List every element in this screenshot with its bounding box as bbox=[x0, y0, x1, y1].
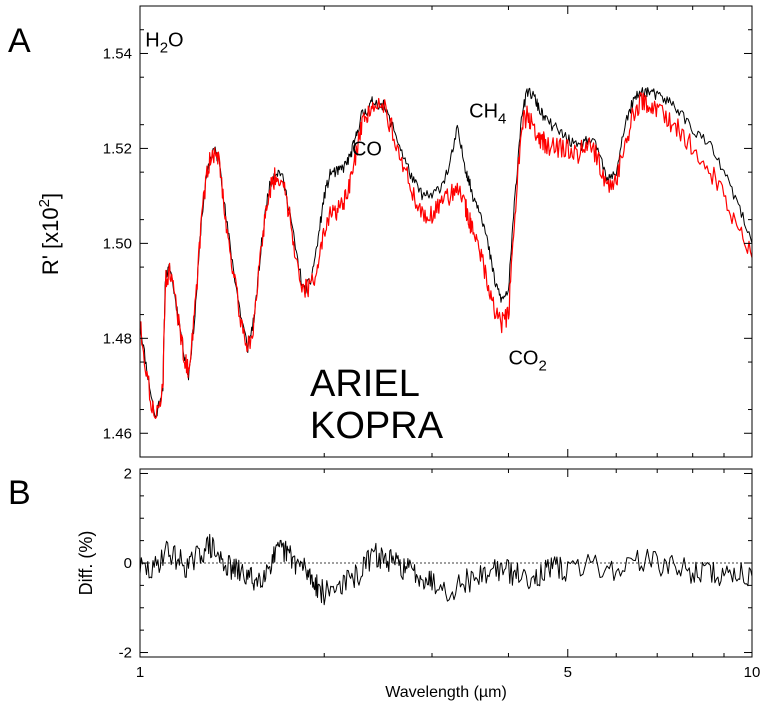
panel-b-y-ticks: -2 0 2 bbox=[119, 465, 752, 662]
panel-a-label: A bbox=[8, 22, 31, 60]
panel-b-plot-area bbox=[139, 533, 753, 606]
y-tick-label: 2 bbox=[124, 465, 132, 482]
y-tick-label: 1.48 bbox=[103, 330, 132, 347]
panel-a-annotations: H2O CO CH4 CO2 bbox=[145, 29, 547, 374]
series-line-ariel bbox=[139, 87, 753, 418]
y-tick-label: 1.52 bbox=[103, 140, 132, 157]
panel-a-frame bbox=[139, 5, 753, 458]
y-tick-label: 0 bbox=[124, 555, 132, 572]
annotation-ch4: CH4 bbox=[469, 101, 506, 128]
legend-kopra: KOPRA bbox=[310, 405, 444, 447]
x-tick-label: 10 bbox=[744, 664, 761, 681]
panel-a-plot-area bbox=[139, 87, 753, 419]
panel-a-y-axis-label: R' [x102] bbox=[36, 193, 63, 275]
x-tick-label: 5 bbox=[564, 664, 572, 681]
panel-b-label: B bbox=[8, 474, 31, 512]
panel-a-y-ticks: 1.46 1.48 1.50 1.52 1.54 bbox=[103, 29, 752, 442]
panel-b-y-axis-label: Diff. (%) bbox=[76, 531, 96, 596]
legend-ariel: ARIEL bbox=[310, 363, 420, 405]
y-tick-label: 1.50 bbox=[103, 235, 132, 252]
series-line-kopra bbox=[139, 92, 753, 419]
annotation-h2o: H2O bbox=[145, 29, 183, 56]
x-tick-label: 1 bbox=[136, 664, 144, 681]
annotation-co: CO bbox=[352, 139, 382, 161]
series-line-diff bbox=[139, 533, 753, 606]
y-tick-label: 1.46 bbox=[103, 425, 132, 442]
y-tick-label: -2 bbox=[119, 645, 132, 662]
annotation-co2: CO2 bbox=[508, 347, 546, 374]
panel-b: B -202 1 5 10 Diff. (%) Wavelength (µm) bbox=[8, 465, 760, 701]
y-tick-label: 1.54 bbox=[103, 45, 132, 62]
panel-b-x-ticks: 1 5 10 bbox=[136, 469, 761, 681]
panel-a: A 1.46 1.48 1.50 1.52 1.54 R' [x102] H2O CO CH… bbox=[8, 5, 753, 458]
x-axis-label: Wavelength (µm) bbox=[385, 684, 507, 701]
panel-a-x-ticks bbox=[323, 6, 725, 457]
